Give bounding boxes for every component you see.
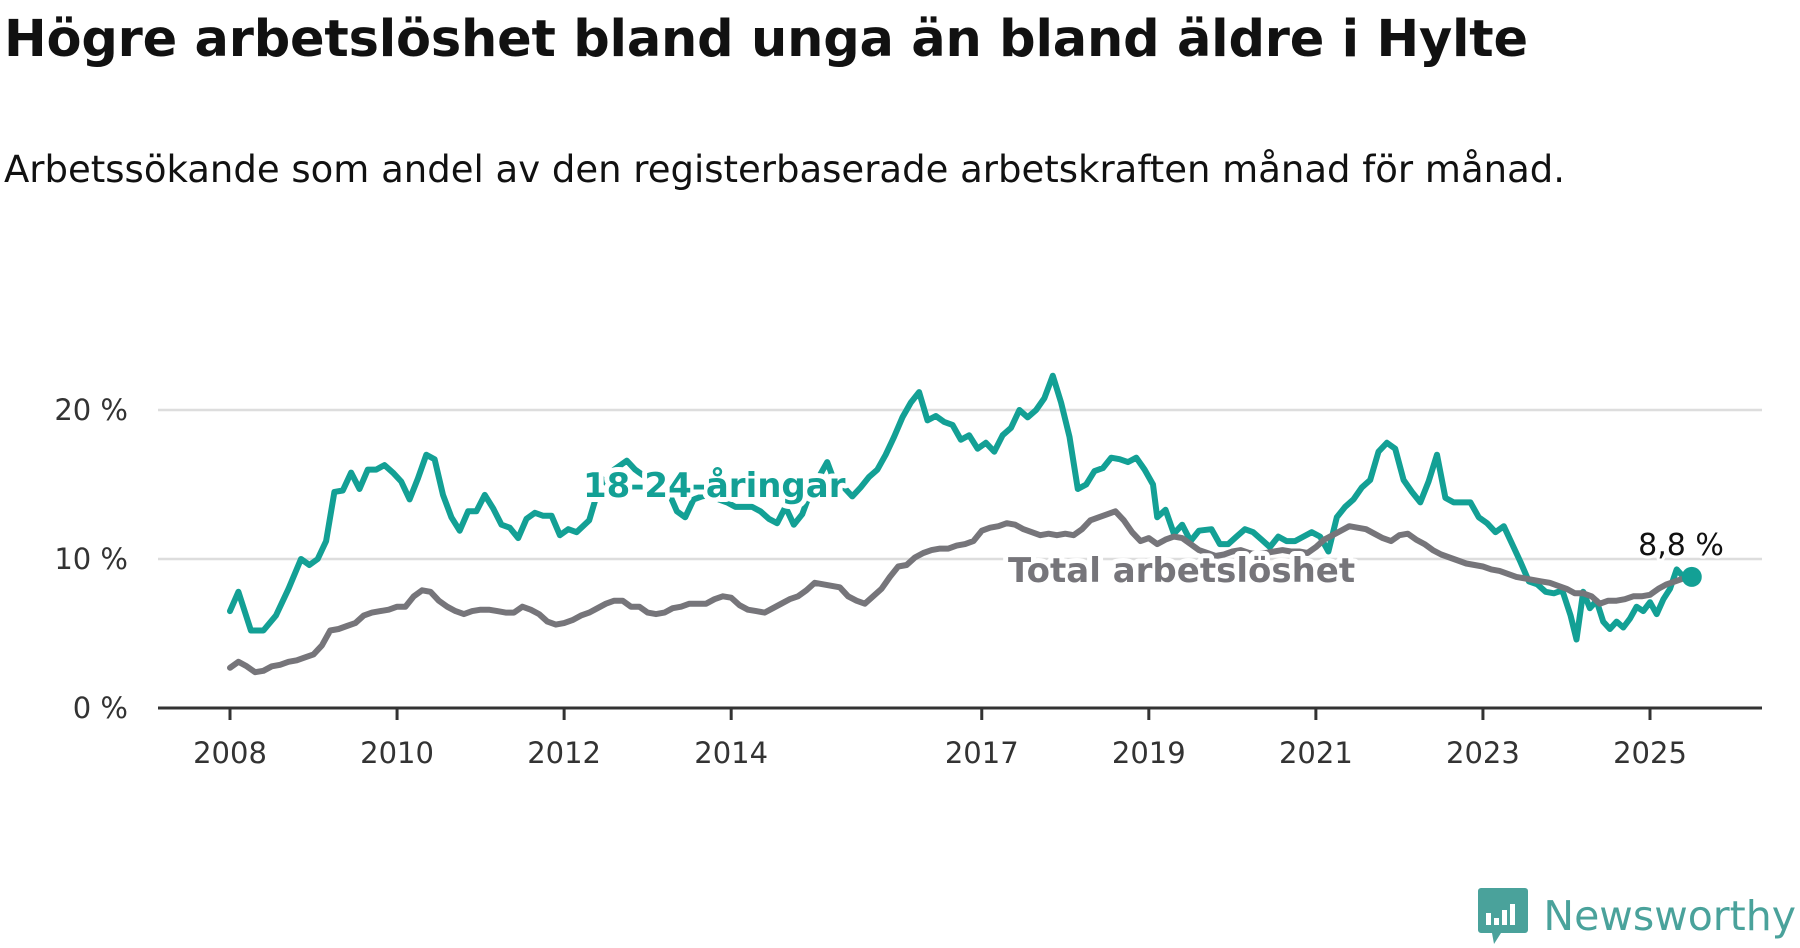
newsworthy-chart-icon: [1478, 888, 1529, 944]
total-series-line: [227, 508, 1695, 676]
y-tick-label: 20 %: [54, 393, 128, 427]
y-tick-label: 10 %: [54, 542, 128, 576]
brand-name: Newsworthy: [1543, 892, 1796, 940]
y-tick-label: 0 %: [73, 691, 128, 725]
x-tick-label: 2008: [193, 736, 267, 770]
series-labels: 18-24-åringar Total arbetslöshet 8,8 %: [578, 461, 1727, 596]
total-series-label: Total arbetslöshet: [1008, 551, 1355, 591]
last-value-label: 8,8 %: [1638, 528, 1724, 563]
youth-series-line: [227, 372, 1695, 643]
last-value-point: [1681, 566, 1702, 587]
x-tick-label: 2014: [694, 736, 768, 770]
x-tick-label: 2019: [1112, 736, 1186, 770]
chart-subtitle: Arbetssökande som andel av den registerb…: [4, 148, 1565, 191]
youth-series-label: 18-24-åringar: [583, 466, 846, 506]
x-tick-label: 2023: [1446, 736, 1520, 770]
chart-title: Högre arbetslöshet bland unga än bland ä…: [4, 10, 1528, 69]
x-tick-label: 2021: [1279, 736, 1353, 770]
newsworthy-logo: Newsworthy: [1477, 886, 1796, 946]
x-tick-label: 2012: [527, 736, 601, 770]
x-axis-ticks: 2008 2010 2012 2014 2017 2019 2021 2023 2025: [193, 708, 1687, 770]
x-tick-label: 2017: [945, 736, 1019, 770]
y-axis-ticks: 0 % 10 % 20 %: [54, 393, 128, 725]
x-tick-label: 2010: [360, 736, 434, 770]
series-lines: [227, 372, 1702, 676]
x-tick-label: 2025: [1613, 736, 1687, 770]
gridlines: [158, 408, 1762, 710]
